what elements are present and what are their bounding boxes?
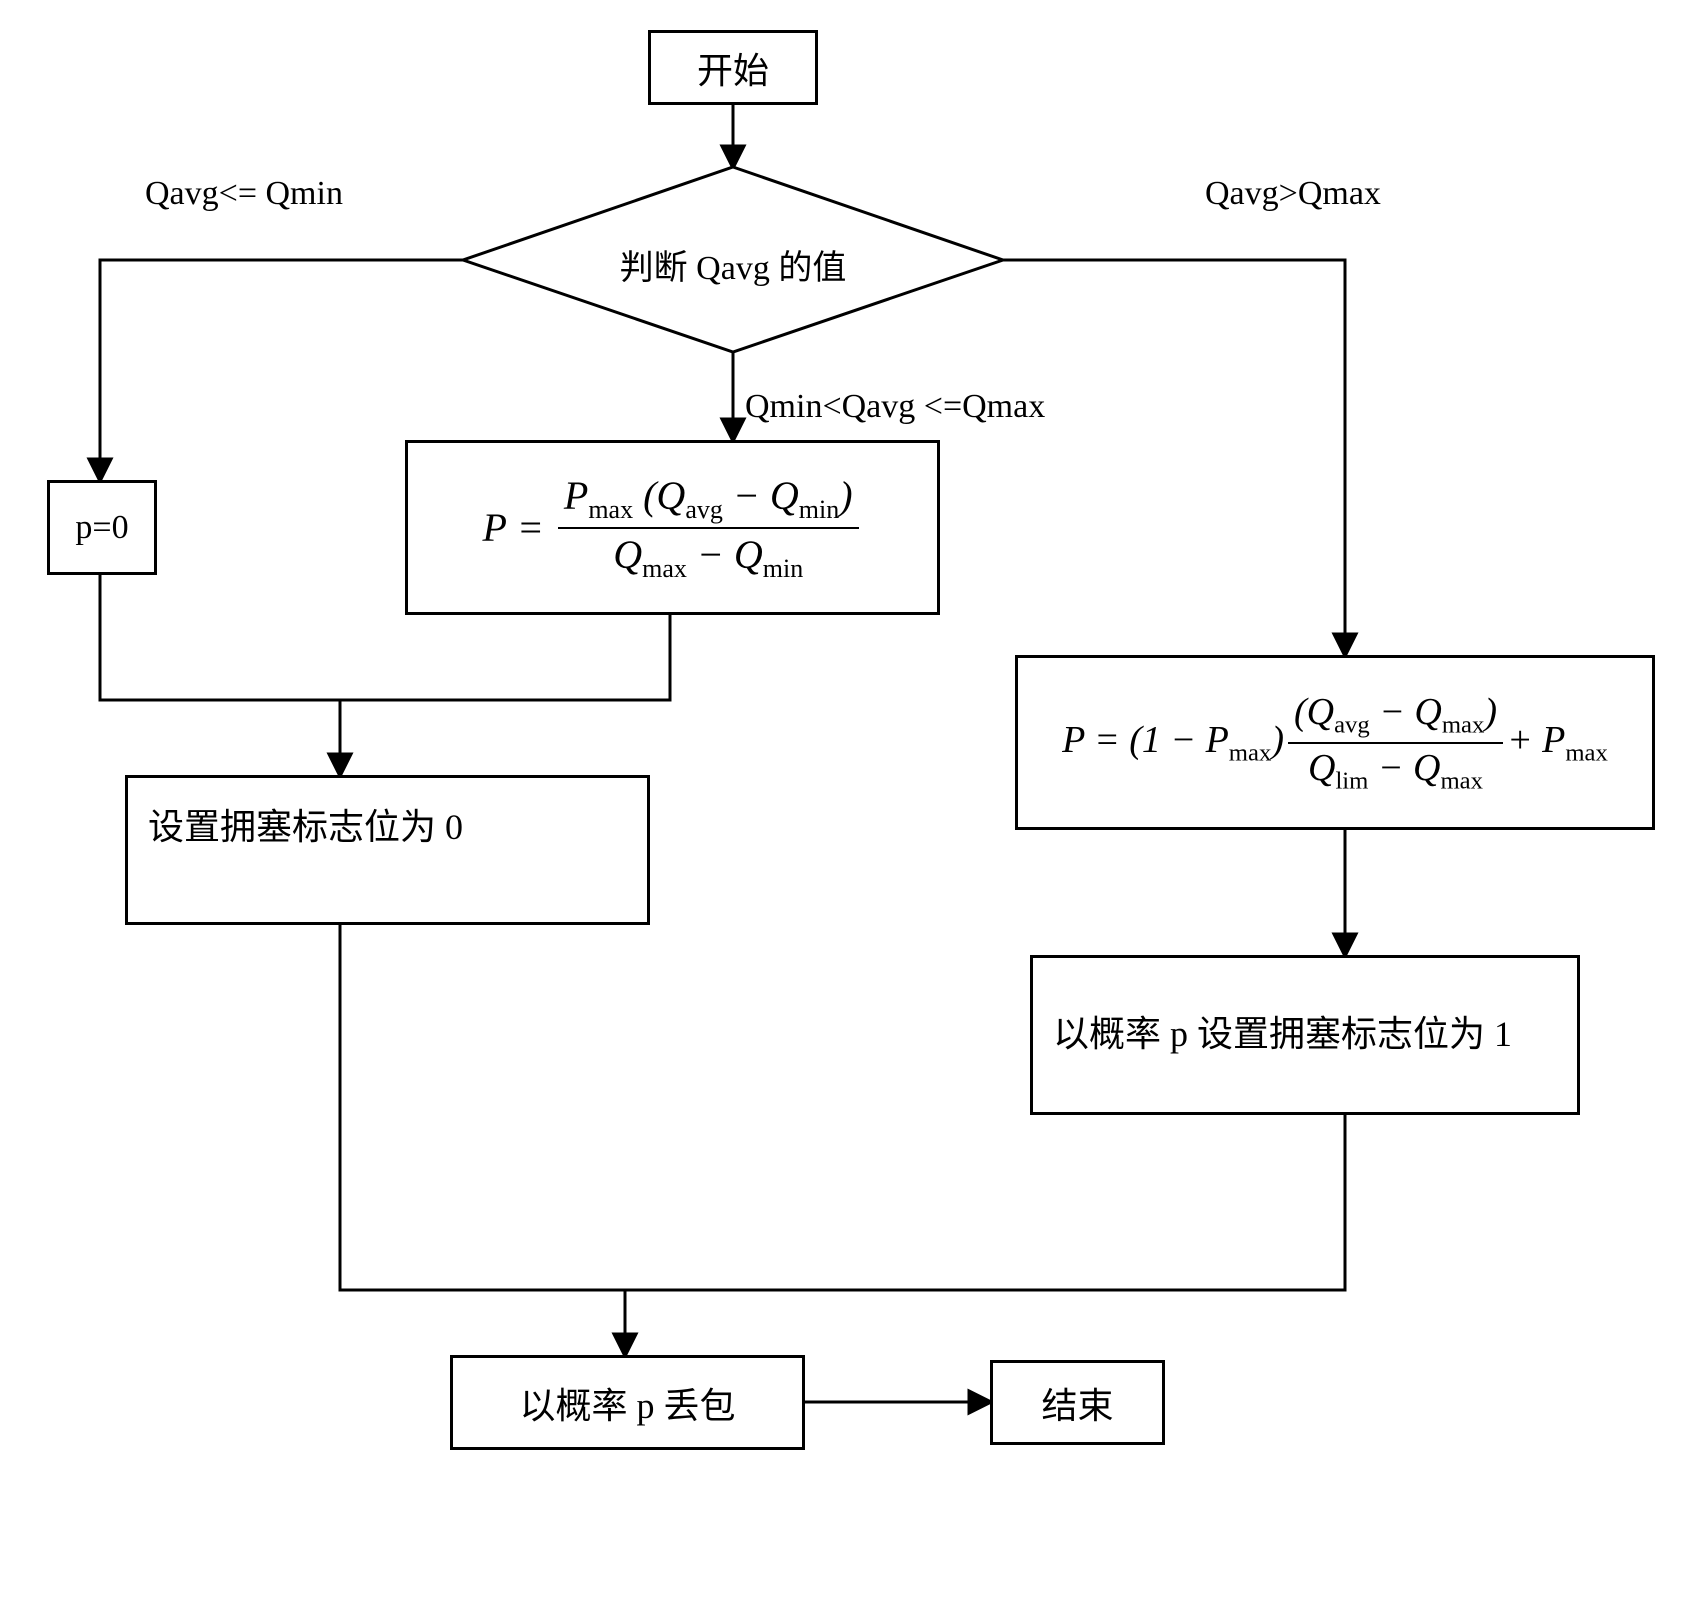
node-formula-right: P = (1 − Pmax) (Qavg − Qmax) Qlim − Qmax…	[1015, 655, 1655, 830]
edge-label-middle: Qmin<Qavg <=Qmax	[745, 388, 1045, 426]
edge-label-right: Qavg>Qmax	[1205, 175, 1381, 213]
formula-mid-content: P = Pmax (Qavg − Qmin) Qmax − Qmin	[482, 470, 862, 586]
node-end-label: 结束	[1041, 1377, 1113, 1429]
flowchart-canvas: 开始 判断 Qavg 的值 Qavg<= Qmin Qmin<Qavg <=Qm…	[0, 0, 1688, 1607]
formula-right-content: P = (1 − Pmax) (Qavg − Qmax) Qlim − Qmax…	[1062, 688, 1608, 797]
node-p0-label: p=0	[75, 509, 128, 547]
node-formula-mid: P = Pmax (Qavg − Qmin) Qmax − Qmin	[405, 440, 940, 615]
node-set-flag-0: 设置拥塞标志位为 0	[125, 775, 650, 925]
edge-label-left: Qavg<= Qmin	[145, 175, 343, 213]
node-set-flag-0-label: 设置拥塞标志位为 0	[148, 798, 463, 850]
node-drop-p-label: 以概率 p 丢包	[519, 1377, 735, 1429]
node-set-flag-p1-label: 以概率 p 设置拥塞标志位为 1	[1053, 1006, 1512, 1064]
node-decision-label: 判断 Qavg 的值	[560, 240, 906, 289]
node-end: 结束	[990, 1360, 1165, 1445]
node-start-label: 开始	[697, 42, 769, 94]
node-p0: p=0	[47, 480, 157, 575]
node-drop-p: 以概率 p 丢包	[450, 1355, 805, 1450]
node-start: 开始	[648, 30, 818, 105]
node-set-flag-p1: 以概率 p 设置拥塞标志位为 1	[1030, 955, 1580, 1115]
